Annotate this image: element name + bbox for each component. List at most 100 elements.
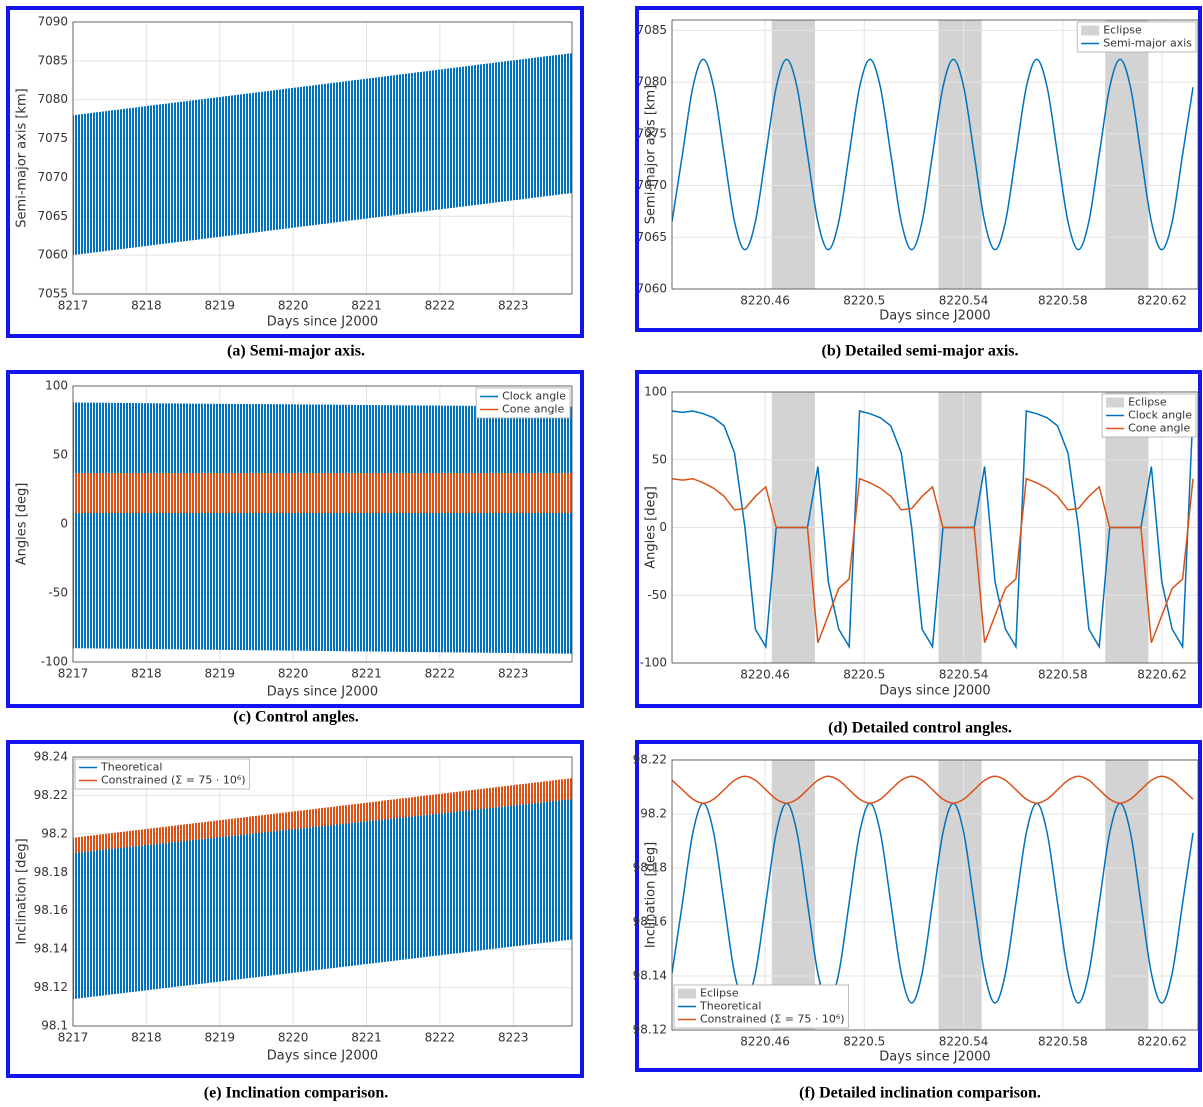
x-tick-label: 8222 <box>425 667 456 681</box>
y-tick-label: 98.2 <box>41 826 68 840</box>
oscillation-band <box>73 795 572 1000</box>
y-tick-label: 7085 <box>636 23 667 37</box>
eclipse-band <box>771 20 815 289</box>
y-tick-label: 7085 <box>37 53 68 67</box>
y-tick-label: 7060 <box>37 248 68 262</box>
x-tick-label: 8221 <box>351 667 382 681</box>
y-tick-label: 7060 <box>636 282 667 296</box>
y-tick-label: -100 <box>41 655 68 669</box>
x-tick-label: 8220.46 <box>740 1035 790 1049</box>
caption: (c) Control angles. <box>233 709 358 726</box>
x-tick-label: 8223 <box>498 667 529 681</box>
x-tick-label: 8220.5 <box>843 668 885 682</box>
y-tick-label: 98.24 <box>34 750 68 764</box>
legend-label: Constrained (Σ = 75 · 10⁶) <box>101 774 246 787</box>
panel-border <box>6 740 584 1078</box>
axes-frame <box>72 756 573 1027</box>
axes-frame <box>72 385 573 663</box>
panel: 98.12 98.14 98.16 98.18 98.2 98.22 8220.46 8220… <box>633 740 1202 1102</box>
legend-label: Cone angle <box>1128 422 1190 435</box>
x-tick-label: 8220.5 <box>843 294 885 308</box>
y-tick-label: 7070 <box>37 170 68 184</box>
y-tick-label: 98.2 <box>640 807 667 821</box>
oscillation-band <box>73 402 572 654</box>
x-axis-label: Days since J2000 <box>879 1050 990 1065</box>
eclipse-band <box>1105 760 1149 1030</box>
series-line <box>672 802 1194 1004</box>
x-axis-label: Days since J2000 <box>267 315 378 330</box>
legend-swatch <box>1106 397 1125 408</box>
x-tick-label: 8220.62 <box>1137 294 1187 308</box>
x-tick-label: 8220.58 <box>1038 1035 1088 1049</box>
y-tick-label: 98.12 <box>633 1023 667 1037</box>
axes-frame <box>671 19 1199 290</box>
oscillation-band <box>73 778 572 854</box>
axes-frame <box>72 21 573 295</box>
x-tick-label: 8220.58 <box>1038 668 1088 682</box>
y-tick-label: 98.22 <box>34 788 68 802</box>
y-tick-label: 7075 <box>636 126 667 140</box>
y-axis-label: Angles [deg] <box>644 486 659 569</box>
x-tick-label: 8217 <box>58 667 89 681</box>
x-tick-label: 8220.62 <box>1137 1035 1187 1049</box>
y-axis-label: Inclination [deg] <box>15 838 30 944</box>
x-tick-label: 8221 <box>351 299 382 313</box>
x-tick-label: 8217 <box>58 299 89 313</box>
panel-border <box>6 6 584 338</box>
axes-frame <box>671 391 1199 664</box>
x-tick-label: 8218 <box>131 667 162 681</box>
y-tick-label: 98.12 <box>34 980 68 994</box>
y-tick-label: 7075 <box>37 131 68 145</box>
y-tick-label: 0 <box>659 520 667 534</box>
y-tick-label: 98.22 <box>633 753 667 767</box>
caption: (a) Semi-major axis. <box>227 343 365 360</box>
y-tick-label: 100 <box>644 385 667 399</box>
y-tick-label: 7070 <box>636 178 667 192</box>
panel-border <box>635 740 1202 1072</box>
series-line <box>672 410 1194 650</box>
caption: (b) Detailed semi-major axis. <box>822 343 1019 360</box>
legend-label: Clock angle <box>502 390 566 403</box>
legend-swatch <box>678 988 696 999</box>
caption: (e) Inclination comparison. <box>204 1085 388 1102</box>
axes-frame <box>671 759 1199 1031</box>
y-tick-label: -50 <box>647 588 667 602</box>
x-tick-label: 8220.46 <box>740 668 790 682</box>
y-tick-label: 7065 <box>37 209 68 223</box>
panel: 7055 7060 7065 7070 7075 7080 7085 7090 8217 8218… <box>6 6 584 360</box>
x-tick-label: 8220.54 <box>939 294 989 308</box>
x-tick-label: 8220.58 <box>1038 294 1088 308</box>
legend-box <box>74 758 251 790</box>
legend-label: Clock angle <box>1128 409 1192 422</box>
oscillation-band <box>73 53 572 256</box>
legend-label: Constrained (Σ = 75 · 10⁶) <box>700 1013 845 1026</box>
y-tick-label: 7090 <box>37 15 68 29</box>
y-tick-label: 0 <box>60 517 68 531</box>
x-tick-label: 8220.62 <box>1137 668 1187 682</box>
y-tick-label: 98.16 <box>633 915 667 929</box>
y-tick-label: 7080 <box>37 92 68 106</box>
caption: (d) Detailed control angles. <box>828 720 1012 737</box>
x-axis-label: Days since J2000 <box>879 309 990 324</box>
y-tick-label: 98.16 <box>34 903 68 917</box>
legend-label: Cone angle <box>502 403 564 416</box>
x-tick-label: 8220.54 <box>939 668 989 682</box>
x-tick-label: 8220 <box>278 299 309 313</box>
y-tick-label: 98.18 <box>633 861 667 875</box>
x-tick-label: 8222 <box>425 1031 456 1045</box>
series-line <box>672 58 1194 251</box>
x-tick-label: 8221 <box>351 1031 382 1045</box>
y-axis-label: Angles [deg] <box>15 483 30 566</box>
y-tick-label: 98.14 <box>34 942 68 956</box>
y-tick-label: -50 <box>48 586 68 600</box>
caption: (f) Detailed inclination comparison. <box>799 1085 1041 1102</box>
legend-label: Eclipse <box>1128 396 1167 409</box>
x-tick-label: 8220.46 <box>740 294 790 308</box>
panel: 7060 7065 7070 7075 7080 7085 8220.46 8220.5 822… <box>635 6 1202 360</box>
y-tick-label: -100 <box>640 656 667 670</box>
legend-swatch <box>1081 25 1100 36</box>
y-tick-label: 50 <box>652 452 667 466</box>
